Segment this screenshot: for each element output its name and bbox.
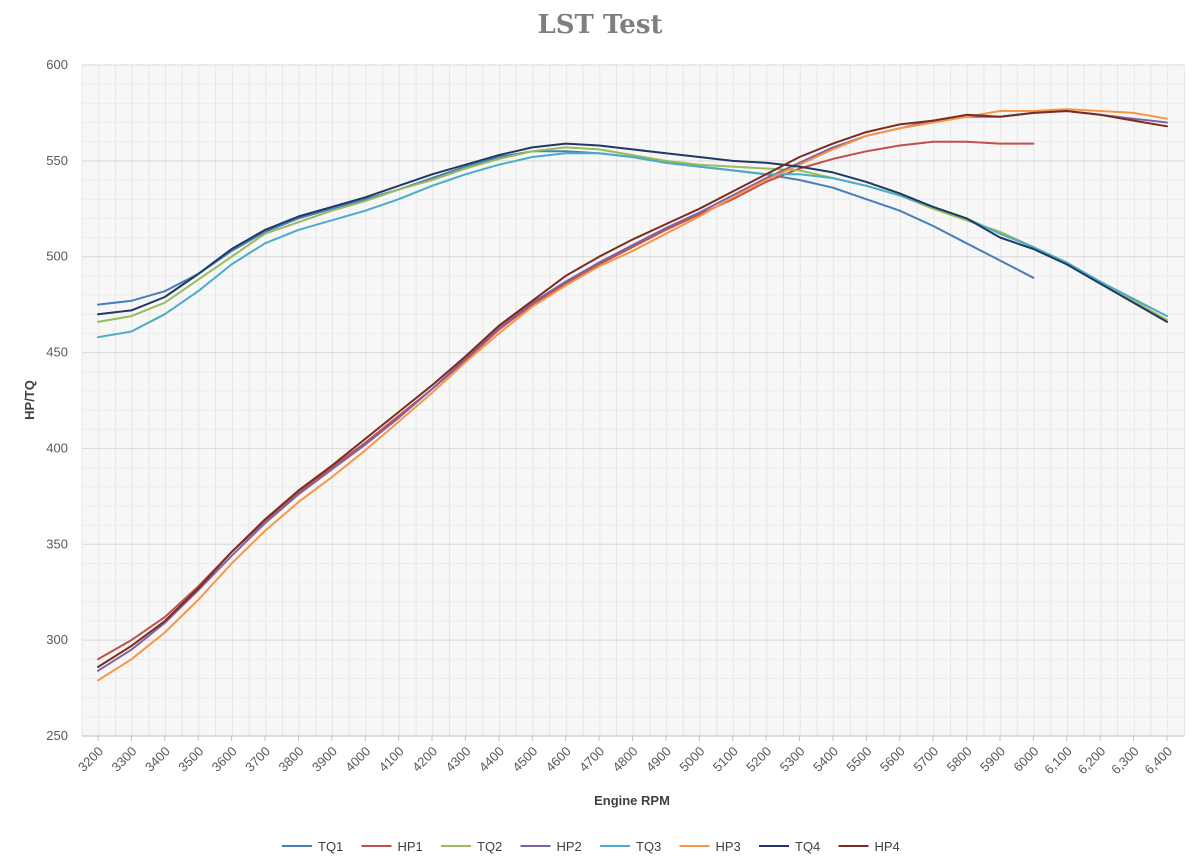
x-tick-label: 5900 xyxy=(977,744,1008,775)
series-line-tq4 xyxy=(97,142,1168,323)
x-tick-label: 4700 xyxy=(576,744,607,775)
legend-item-tq2: TQ2 xyxy=(441,839,502,854)
y-axis-title: HP/TQ xyxy=(22,380,37,420)
legend-label: TQ4 xyxy=(795,839,820,854)
x-tick-label: 4600 xyxy=(543,744,574,775)
x-tick-label: 3500 xyxy=(175,744,206,775)
legend-label: TQ2 xyxy=(477,839,502,854)
chart-title: LST Test xyxy=(537,10,663,40)
series-line-tq3 xyxy=(97,152,1168,339)
legend-item-hp3: HP3 xyxy=(679,839,741,854)
series-lines xyxy=(97,108,1168,682)
x-tick-label: 5600 xyxy=(877,744,908,775)
x-tick-label: 5800 xyxy=(944,744,975,775)
y-tick-label: 550 xyxy=(46,153,68,168)
x-tick-label: 5400 xyxy=(810,744,841,775)
y-tick-label: 450 xyxy=(46,345,68,360)
x-tick-label: 6,300 xyxy=(1108,744,1142,778)
x-tick-label: 3200 xyxy=(75,744,106,775)
legend-item-hp4: HP4 xyxy=(838,839,900,854)
x-tick-label: 3700 xyxy=(242,744,273,775)
gridlines xyxy=(81,64,1185,737)
x-tick-label: 3800 xyxy=(276,744,307,775)
legend-item-tq4: TQ4 xyxy=(759,839,820,854)
x-tick-label: 5500 xyxy=(843,744,874,775)
y-tick-label: 500 xyxy=(46,249,68,264)
legend-label: TQ3 xyxy=(636,839,661,854)
x-tick-label: 6,100 xyxy=(1041,744,1075,778)
x-tick-label: 4000 xyxy=(342,744,373,775)
x-tick-label: 6,200 xyxy=(1075,744,1109,778)
x-tick-label: 4500 xyxy=(509,744,540,775)
x-tick-label: 5700 xyxy=(910,744,941,775)
series-line-hp3 xyxy=(97,108,1168,682)
x-tick-label: 3600 xyxy=(209,744,240,775)
x-axis-title: Engine RPM xyxy=(594,793,670,808)
y-tick-label: 250 xyxy=(46,728,68,743)
legend-label: HP1 xyxy=(398,839,423,854)
legend-label: TQ1 xyxy=(318,839,343,854)
x-tick-label: 4300 xyxy=(443,744,474,775)
x-tick-label: 4400 xyxy=(476,744,507,775)
x-tick-label: 6000 xyxy=(1010,744,1041,775)
x-tick-label: 4100 xyxy=(376,744,407,775)
y-tick-label: 300 xyxy=(46,632,68,647)
x-tick-label: 4200 xyxy=(409,744,440,775)
series-line-hp4 xyxy=(97,110,1168,668)
legend-item-hp2: HP2 xyxy=(520,839,582,854)
x-tick-label: 4800 xyxy=(610,744,641,775)
series-line-tq1 xyxy=(97,150,1035,306)
x-tick-label: 5100 xyxy=(710,744,741,775)
legend-label: HP2 xyxy=(557,839,582,854)
legend-label: HP3 xyxy=(716,839,741,854)
legend-item-tq1: TQ1 xyxy=(282,839,343,854)
y-tick-label: 600 xyxy=(46,57,68,72)
x-tick-label: 3300 xyxy=(108,744,139,775)
legend-label: HP4 xyxy=(875,839,900,854)
legend-item-tq3: TQ3 xyxy=(600,839,661,854)
x-tick-label: 5200 xyxy=(743,744,774,775)
y-tick-label: 350 xyxy=(46,536,68,551)
x-tick-label: 5000 xyxy=(676,744,707,775)
x-tick-label: 3900 xyxy=(309,744,340,775)
legend-item-hp1: HP1 xyxy=(361,839,423,854)
y-axis-ticks: 250 300 350 400 450 500 550 600 xyxy=(46,57,68,743)
x-tick-label: 6,400 xyxy=(1142,744,1176,778)
x-tick-label: 4900 xyxy=(643,744,674,775)
x-axis-ticks: 3200 3300 3400 3500 3600 3700 3800 3900 4000 4100… xyxy=(75,736,1175,777)
y-tick-label: 400 xyxy=(46,440,68,455)
x-tick-label: 3400 xyxy=(142,744,173,775)
legend: TQ1 HP1 TQ2 HP2 TQ3 HP3 TQ4 HP4 xyxy=(282,839,900,854)
x-tick-label: 5300 xyxy=(777,744,808,775)
